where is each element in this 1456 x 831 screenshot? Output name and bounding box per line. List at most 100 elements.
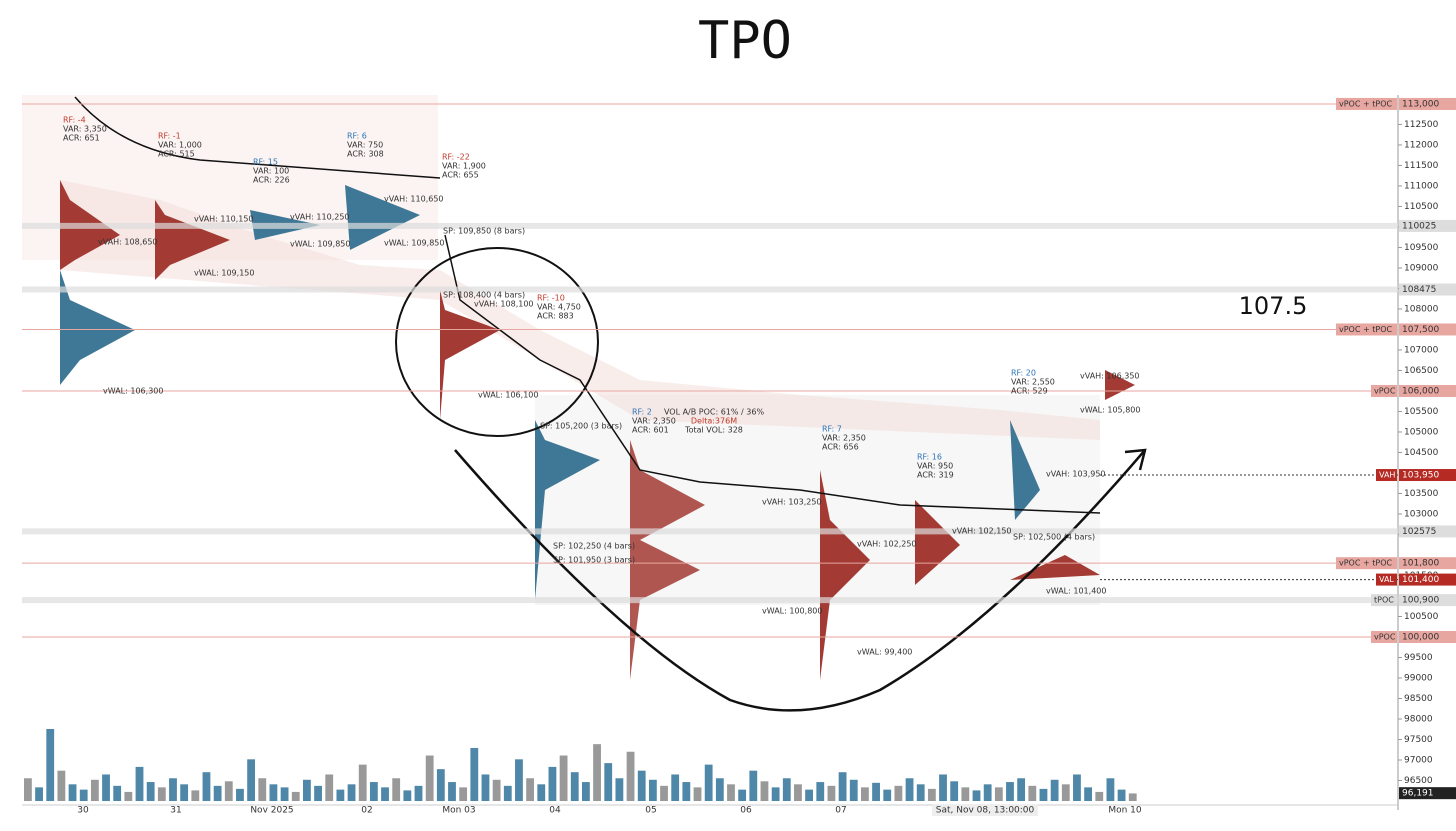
circle-annotation: [395, 247, 599, 437]
x-tick-label: 07: [835, 806, 846, 816]
session-stat: VAR: 2,550: [1011, 378, 1055, 387]
profile: [60, 270, 135, 385]
volume-bar: [1084, 787, 1093, 801]
session-stat: ACR: 655: [442, 171, 479, 180]
volume-bar: [693, 787, 702, 801]
profile-label: vWAL: 109,850: [290, 240, 350, 249]
volume-bar: [927, 788, 936, 801]
x-tick-label: Mon 03: [442, 806, 475, 816]
level-tag: [1399, 469, 1456, 482]
level-name-tag: [1371, 630, 1397, 643]
profile-label: SP: 102,250 (4 bars): [553, 542, 635, 551]
y-tick-label: 108000: [1404, 304, 1439, 314]
volume-bar: [381, 787, 389, 801]
arrow-annotation: [454, 448, 1147, 712]
vwap-line: [444, 234, 1101, 514]
volume-bar: [492, 779, 501, 801]
profile-label: SP: 101,950 (3 bars): [553, 556, 635, 565]
volume-bar: [950, 781, 959, 801]
level-tag: [1399, 283, 1456, 296]
level-name: VAL: [1379, 575, 1394, 584]
y-tick-label: 109000: [1404, 263, 1439, 273]
level-tag: [1399, 219, 1456, 232]
level-name: vPOC + tPOC: [1339, 559, 1392, 568]
volume-bar: [1039, 788, 1048, 801]
profile-label: SP: 102,500 (4 bars): [1013, 533, 1095, 542]
profile-label: vWAL: 100,800: [762, 607, 822, 616]
level-name-tag: [1376, 573, 1397, 586]
session-stat: ACR: 319: [917, 471, 954, 480]
level-tag: [1399, 384, 1456, 397]
session-stat: ACR: 515: [158, 150, 195, 159]
y-tick-label: 110500: [1404, 202, 1439, 212]
profile-label: vVAH: 103,250: [762, 498, 822, 507]
level-value: 107,500: [1402, 325, 1439, 335]
profile-label: vVAH: 108,100: [474, 300, 534, 309]
y-tick-label: 106500: [1404, 366, 1439, 376]
volume-bar: [79, 789, 88, 801]
profile-label: vWAL: 106,300: [103, 387, 163, 396]
y-tick-label: 100500: [1404, 612, 1439, 622]
volume-bar: [861, 787, 869, 801]
profile-label: vWAL: 101,400: [1046, 587, 1106, 596]
volume-bar: [972, 790, 981, 801]
volume-bar: [983, 784, 992, 801]
volume-bar: [135, 766, 144, 801]
volume-bar: [347, 784, 356, 801]
volume-bar: [1073, 774, 1081, 801]
level-name-tag: [1336, 323, 1397, 336]
crosshair-tag: [932, 804, 1038, 816]
volume-bar: [481, 774, 490, 801]
profile-label: vWAL: 109,150: [194, 269, 254, 278]
volume-bar: [213, 785, 222, 801]
volume-bar: [593, 744, 601, 801]
volume-bar: [1106, 778, 1115, 801]
x-tick-label: 31: [170, 806, 181, 816]
level-tag: [1399, 525, 1456, 538]
volume-bar: [626, 751, 635, 801]
session-stat: ACR: 883: [537, 312, 574, 321]
annotation: 107.5: [1239, 292, 1308, 320]
y-tick-label: 103500: [1404, 489, 1439, 499]
volume-bar: [180, 784, 189, 801]
x-tick-label: 06: [740, 806, 752, 816]
last-price-tag: [1399, 787, 1456, 800]
level-name-tag: [1336, 557, 1397, 570]
volume-bar: [615, 778, 624, 801]
volume-bar: [1006, 782, 1014, 801]
level-tag: [1399, 630, 1456, 643]
volume-bar: [124, 791, 133, 801]
level-name: vPOC: [1374, 386, 1396, 395]
profile-label: vVAH: 108,650: [98, 238, 158, 247]
session-stat: VAR: 100: [253, 167, 289, 176]
level-value: 100,900: [1402, 596, 1439, 606]
price-axis: 1125001120001115001110001105001100001095…: [1398, 97, 1456, 786]
session-stat: VAR: 2,350: [632, 417, 676, 426]
session-stat: VAR: 950: [917, 462, 953, 471]
level-value: 101,400: [1402, 575, 1439, 585]
level-name: VAH: [1379, 471, 1395, 480]
volume-bar: [157, 787, 166, 801]
volume-bar: [916, 784, 925, 801]
volume-bar: [146, 782, 155, 801]
volume-bar: [403, 790, 412, 801]
volume-bar: [749, 770, 758, 801]
profile-label: vVAH: 110,250: [290, 213, 350, 222]
volume-bar: [637, 770, 646, 801]
volume-bar: [269, 784, 278, 801]
volume-bar: [470, 747, 479, 801]
profile: [535, 420, 600, 600]
y-tick-label: 111500: [1404, 161, 1439, 171]
volume-bar: [1050, 779, 1059, 801]
level-value: 108475: [1402, 285, 1436, 295]
y-tick-label: 112500: [1404, 120, 1439, 130]
volume-bar: [258, 778, 267, 801]
session-stat: ACR: 529: [1011, 387, 1048, 396]
volume-bar: [1095, 791, 1104, 801]
y-tick-label: 105000: [1404, 427, 1439, 437]
level-value: 113,000: [1402, 99, 1439, 109]
profile-label: vVAH: 102,150: [952, 527, 1012, 536]
session-stat: ACR: 656: [822, 443, 859, 452]
session-stat: VAR: 3,350: [63, 125, 107, 134]
